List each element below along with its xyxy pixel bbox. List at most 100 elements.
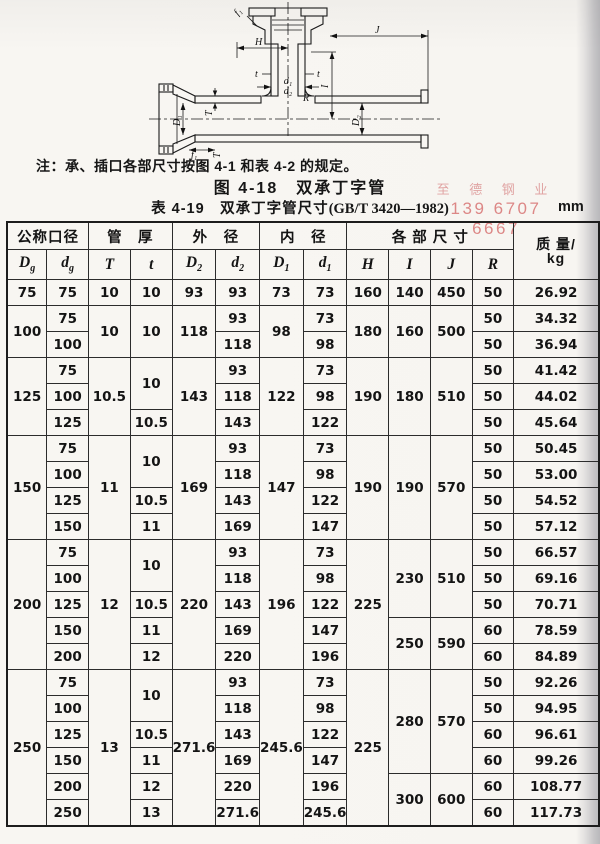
col-header: R bbox=[471, 249, 515, 280]
table-cell: 98 bbox=[259, 305, 304, 358]
table-cell: 54.52 bbox=[513, 487, 600, 514]
table-cell: 50.45 bbox=[513, 435, 600, 462]
table-cell: 92.26 bbox=[513, 669, 600, 696]
table-cell: 160 bbox=[388, 305, 431, 358]
table-cell: 98 bbox=[302, 695, 348, 722]
table-cell: 100 bbox=[46, 461, 89, 488]
dim-label-d2: d₂ bbox=[284, 86, 293, 97]
group-header: 管 厚 bbox=[87, 221, 173, 250]
table-cell: 10 bbox=[87, 279, 131, 306]
table-cell: 147 bbox=[302, 513, 348, 540]
group-header: 各 部 尺 寸 bbox=[346, 221, 515, 250]
col-header: T bbox=[87, 249, 131, 280]
table-cell: 93 bbox=[215, 435, 261, 462]
table-cell: 50 bbox=[471, 539, 515, 566]
table-cell: 73 bbox=[302, 669, 348, 696]
table-cell: 196 bbox=[259, 539, 304, 670]
col-header: d1 bbox=[302, 249, 348, 280]
table-cell: 150 bbox=[46, 747, 89, 774]
table-cell: 108.77 bbox=[513, 773, 600, 800]
table-cell: 13 bbox=[129, 799, 173, 827]
table-cell: 230 bbox=[388, 539, 431, 618]
col-header: H bbox=[346, 249, 390, 280]
col-symbol: d bbox=[61, 254, 69, 272]
table-cell: 73 bbox=[302, 279, 348, 306]
table-cell: 140 bbox=[388, 279, 431, 306]
col-symbol: d bbox=[318, 254, 327, 272]
tee-pipe-drawing: H J I D₁ D₂ bbox=[149, 2, 443, 160]
col-symbol-sub: g bbox=[69, 263, 74, 275]
table-cell: 12 bbox=[129, 643, 173, 670]
table-cell: 53.00 bbox=[513, 461, 600, 488]
table-cell: 93 bbox=[215, 669, 261, 696]
pipe-body bbox=[194, 89, 429, 149]
table-cell: 200 bbox=[6, 539, 48, 670]
table-cell: 50 bbox=[471, 487, 515, 514]
table-cell: 10.5 bbox=[129, 591, 173, 618]
table-cell: 250 bbox=[46, 799, 89, 827]
table-cell: 98 bbox=[302, 331, 348, 358]
table-cell: 100 bbox=[46, 331, 89, 358]
col-header: D2 bbox=[171, 249, 217, 280]
table-cell: 150 bbox=[6, 435, 48, 540]
col-header: J bbox=[429, 249, 473, 280]
figure-caption: 图 4-18 双承丁字管 bbox=[213, 180, 387, 197]
table-cell: 190 bbox=[346, 357, 390, 436]
table-cell: 50 bbox=[471, 669, 515, 696]
table-cell: 10.5 bbox=[129, 721, 173, 748]
table-cell: 225 bbox=[346, 669, 390, 827]
table-cell: 220 bbox=[215, 643, 261, 670]
dim-label-t-left: t bbox=[255, 69, 258, 80]
col-symbol: J bbox=[447, 255, 456, 273]
col-symbol: I bbox=[406, 255, 413, 273]
table-cell: 190 bbox=[388, 435, 431, 540]
group-header-line: 质 量/ bbox=[536, 236, 576, 252]
table-cell: 98 bbox=[302, 565, 348, 592]
table-cell: 93 bbox=[215, 539, 261, 566]
table-cell: 143 bbox=[215, 721, 261, 748]
table-caption: 表 4-19 双承丁字管尺寸(GB/T 3420—1982) bbox=[0, 197, 600, 218]
group-header-label: 各 部 尺 寸 bbox=[391, 229, 469, 246]
table-cell: 169 bbox=[171, 435, 217, 540]
group-header: 公称口径 bbox=[6, 221, 89, 250]
note-text: 注：承、插口各部尺寸按图 4-1 和表 4-2 的规定。 bbox=[36, 158, 359, 174]
dim-label-t-right: t bbox=[317, 69, 320, 80]
table-cell: 99.26 bbox=[513, 747, 600, 774]
table-cell: 11 bbox=[129, 617, 173, 644]
table-cell: 250 bbox=[388, 617, 431, 670]
table-cell: 245.6 bbox=[302, 799, 348, 827]
table-cell: 12 bbox=[87, 539, 131, 670]
group-header-label: 外 径 bbox=[192, 229, 240, 246]
table-cell: 34.32 bbox=[513, 305, 600, 332]
table-cell: 150 bbox=[46, 617, 89, 644]
table-cell: 10.5 bbox=[129, 409, 173, 436]
watermark-company: 至 德 钢 业 bbox=[436, 182, 556, 197]
group-header-label: 管 厚 bbox=[107, 229, 154, 246]
table-cell: 200 bbox=[46, 643, 89, 670]
col-symbol: D bbox=[185, 254, 198, 272]
table-cell: 50 bbox=[471, 695, 515, 722]
table-cell: 10 bbox=[87, 305, 131, 358]
dim-label-i: I bbox=[320, 84, 331, 89]
table-cell: 570 bbox=[429, 669, 473, 774]
col-symbol: R bbox=[487, 255, 499, 273]
table-cell: 50 bbox=[471, 331, 515, 358]
table-cell: 100 bbox=[6, 305, 48, 358]
table-cell: 93 bbox=[215, 305, 261, 332]
table-cell: 122 bbox=[302, 409, 348, 436]
group-header: 内 径 bbox=[259, 221, 348, 250]
table-cell: 300 bbox=[388, 773, 431, 827]
table-cell: 160 bbox=[346, 279, 390, 306]
col-symbol: D bbox=[19, 254, 31, 272]
table-cell: 143 bbox=[215, 591, 261, 618]
table-cell: 10 bbox=[129, 357, 173, 410]
col-symbol: d bbox=[231, 254, 240, 272]
table-cell: 10 bbox=[129, 305, 173, 358]
table-cell: 11 bbox=[129, 747, 173, 774]
unit-label: mm bbox=[558, 199, 584, 215]
group-header: 质 量/kg bbox=[513, 221, 600, 280]
col-symbol: t bbox=[149, 255, 154, 273]
table-cell: 500 bbox=[429, 305, 473, 358]
table-cell: 100 bbox=[46, 695, 89, 722]
